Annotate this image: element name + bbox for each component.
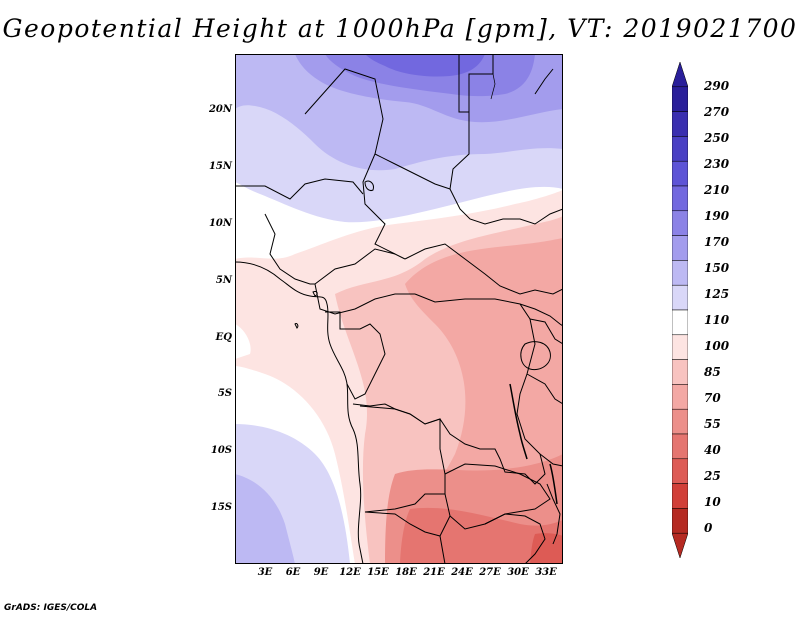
color-bar-cell-250 — [672, 136, 688, 162]
border-chad — [304, 68, 406, 260]
color-bar-cell-270 — [672, 111, 688, 137]
field-contour-40 — [400, 507, 563, 564]
color-bar-cell-170 — [672, 235, 688, 261]
legend-label-110: 110 — [704, 313, 730, 327]
field-contour-25 — [530, 533, 563, 564]
lat-label-15n: 15N — [208, 161, 232, 172]
lake-malawi — [549, 463, 558, 505]
color-bar-cell-55 — [672, 408, 688, 435]
border-cameroon — [264, 213, 315, 285]
country-borders — [235, 54, 563, 564]
red-sea-coast — [534, 68, 554, 95]
legend-label-40: 40 — [704, 443, 721, 457]
legend-label-190: 190 — [704, 209, 730, 223]
lon-label-18e: 18E — [395, 567, 417, 578]
legend-label-10: 10 — [704, 495, 721, 509]
legend-label-125: 125 — [704, 287, 730, 301]
legend-label-170: 170 — [704, 235, 730, 249]
border-malawi — [546, 483, 561, 545]
border-namibia-botswana — [364, 511, 451, 564]
legend-label-0: 0 — [704, 521, 713, 535]
color-bar-cell-125 — [672, 284, 688, 311]
color-bar-bottom-triangle — [672, 532, 688, 558]
legend-label-250: 250 — [704, 131, 730, 145]
color-bar-cell-150 — [672, 260, 688, 286]
border-sudan-east — [449, 112, 563, 225]
border-angola — [359, 405, 446, 513]
color-bar-cell-210 — [672, 185, 688, 212]
lon-label-30e: 30E — [507, 567, 529, 578]
color-bar-cell-70 — [672, 384, 688, 410]
color-bar — [672, 62, 688, 558]
legend-label-85: 85 — [704, 365, 721, 379]
legend-label-100: 100 — [704, 339, 730, 353]
lake-victoria — [520, 341, 551, 371]
legend-label-55: 55 — [704, 417, 721, 431]
lon-label-9e: 9E — [313, 567, 329, 578]
africa-coastline — [235, 261, 364, 564]
legend-label-230: 230 — [704, 157, 730, 171]
border-chad-sudan-inner — [374, 153, 451, 190]
lon-label-12e: 12E — [339, 567, 361, 578]
color-bar-top-triangle — [672, 62, 688, 88]
field-contour-150-south — [235, 474, 295, 564]
lon-label-15e: 15E — [367, 567, 389, 578]
color-bar-cell-0 — [672, 508, 688, 534]
lat-label-20n: 20N — [208, 104, 232, 115]
color-bar-cell-25 — [672, 458, 688, 484]
border-sudan-south — [404, 243, 563, 295]
legend-label-270: 270 — [704, 105, 730, 119]
color-bar-cell-100 — [672, 334, 688, 360]
geopotential-map — [235, 54, 563, 564]
map-frame — [235, 54, 563, 564]
lon-label-6e: 6E — [285, 567, 301, 578]
border-gabon-congo — [325, 311, 386, 400]
nile-river-line — [490, 73, 496, 100]
lon-label-24e: 24E — [451, 567, 473, 578]
border-zambia — [444, 463, 551, 530]
color-bar-cell-230 — [672, 160, 688, 187]
lake-tanganyika — [509, 383, 528, 460]
grads-credit: GrADS: IGES/COLA — [4, 603, 98, 613]
border-libya-egypt — [458, 54, 494, 113]
color-bar-cell-290 — [672, 86, 688, 112]
color-bar-cell-40 — [672, 433, 688, 460]
color-bar-cell-85 — [672, 359, 688, 385]
lat-label-10s: 10S — [210, 445, 232, 456]
border-tanzania — [526, 373, 563, 467]
border-uganda-kenya — [519, 303, 563, 345]
legend-label-25: 25 — [704, 469, 721, 483]
border-zimbabwe-moz — [484, 513, 546, 564]
legend-label-150: 150 — [704, 261, 730, 275]
bioko-island — [312, 291, 318, 297]
lat-label-eq: EQ — [215, 332, 232, 343]
lat-label-10n: 10N — [208, 218, 232, 229]
legend-label-70: 70 — [704, 391, 721, 405]
field-contour-210 — [365, 54, 485, 77]
lon-label-33e: 33E — [535, 567, 557, 578]
legend-label-210: 210 — [704, 183, 730, 197]
lon-label-21e: 21E — [423, 567, 445, 578]
color-bar-cell-10 — [672, 483, 688, 509]
lon-label-3e: 3E — [257, 567, 273, 578]
lat-label-5n: 5N — [215, 275, 232, 286]
border-car — [314, 248, 415, 315]
chart-title: Geopotential Height at 1000hPa [gpm], VT… — [2, 14, 798, 43]
lat-label-5s: 5S — [217, 388, 232, 399]
lake-chad — [364, 180, 374, 191]
border-niger-nigeria — [235, 178, 364, 200]
color-bar-cell-190 — [672, 210, 688, 236]
color-bar-cell-110 — [672, 309, 688, 336]
field-contour-125-east — [235, 324, 251, 359]
lat-label-15s: 15S — [210, 502, 232, 513]
legend-label-290: 290 — [704, 79, 730, 93]
sao-tome-island — [294, 323, 299, 329]
lon-label-27e: 27E — [479, 567, 501, 578]
